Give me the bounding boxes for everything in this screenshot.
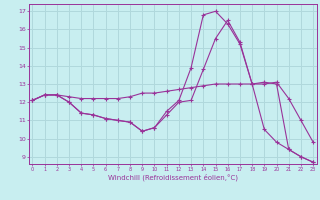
X-axis label: Windchill (Refroidissement éolien,°C): Windchill (Refroidissement éolien,°C)	[108, 173, 238, 181]
